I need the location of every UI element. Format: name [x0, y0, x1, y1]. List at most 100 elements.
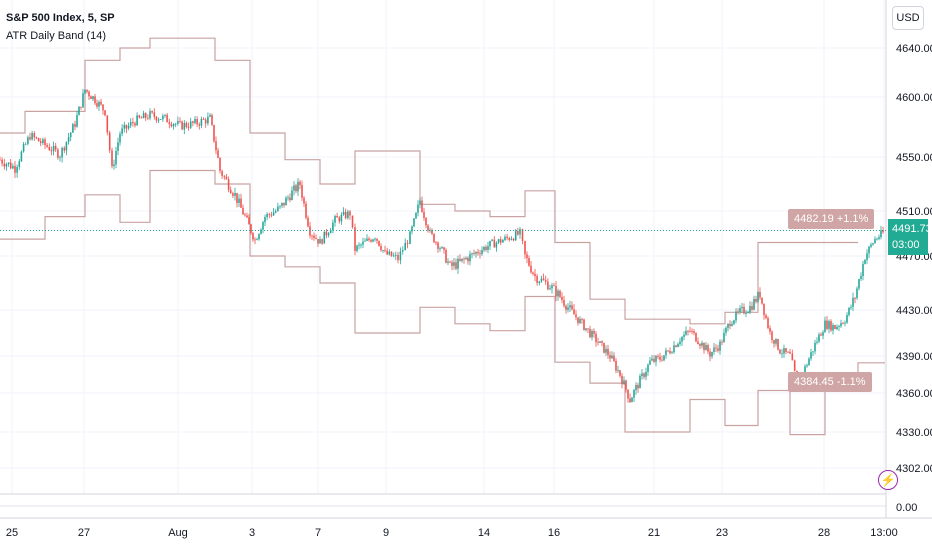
time-tick-label: 16	[548, 527, 560, 539]
candle-body	[477, 252, 479, 254]
candle-body	[808, 358, 810, 366]
candle-body	[655, 355, 657, 362]
candle-body	[653, 358, 655, 362]
candle-body	[264, 217, 266, 223]
candle-body	[573, 309, 575, 315]
candle-body	[78, 106, 80, 116]
time-tick-label: 9	[383, 527, 389, 539]
candle-body	[497, 239, 500, 243]
candle-body	[250, 224, 252, 234]
candle-body	[52, 146, 55, 152]
candle-body	[673, 345, 675, 353]
sub-pane-tick-label: 0.00	[896, 502, 917, 514]
candle-body	[223, 176, 226, 177]
candle-body	[475, 252, 477, 254]
candle-body	[59, 157, 61, 159]
candle-body	[463, 258, 465, 260]
candle-body	[213, 125, 215, 142]
candle-body	[132, 122, 134, 124]
candle-body	[532, 272, 534, 274]
candle-body	[297, 181, 299, 192]
candle-body	[159, 119, 162, 120]
candle-body	[198, 124, 201, 126]
candle-body	[425, 217, 427, 226]
candle-body	[613, 355, 615, 361]
candle-body	[340, 214, 343, 222]
candle-body	[569, 305, 571, 308]
candle-body	[457, 258, 459, 269]
candle-body	[187, 126, 190, 128]
candle-body	[872, 243, 874, 245]
candle-body	[18, 161, 21, 167]
candle-body	[575, 314, 577, 318]
candle-body	[467, 257, 469, 262]
candle-body	[427, 225, 429, 231]
candle-body	[194, 119, 196, 123]
candle-body	[80, 106, 82, 108]
candle-body	[850, 306, 852, 308]
candle-body	[92, 96, 94, 100]
candle-body	[667, 350, 669, 352]
candle-body	[421, 200, 423, 212]
candle-body	[615, 361, 617, 371]
candle-body	[508, 237, 511, 240]
candle-body	[336, 216, 338, 218]
candle-body	[248, 217, 250, 225]
candle-body	[283, 202, 285, 206]
candle-body	[125, 124, 128, 129]
chart-title: S&P 500 Index, 5, SP	[6, 12, 115, 24]
candle-body	[327, 233, 330, 236]
candle-body	[262, 222, 264, 230]
candle-body	[697, 341, 699, 344]
candle-body	[3, 163, 6, 167]
candle-body	[134, 123, 136, 126]
candle-body	[258, 234, 260, 240]
candle-body	[170, 124, 173, 127]
candle-body	[270, 214, 273, 216]
candle-body	[200, 119, 203, 126]
candle-body	[633, 390, 635, 398]
candle-body	[293, 185, 295, 191]
candle-body	[530, 265, 532, 273]
candle-body	[499, 239, 502, 243]
candle-body	[319, 239, 321, 244]
candle-body	[266, 214, 268, 217]
countdown: 03:00	[892, 239, 920, 251]
candle-body	[793, 360, 796, 371]
candle-body	[402, 250, 404, 252]
candle-body	[140, 117, 143, 119]
candle-body	[595, 333, 597, 343]
candle-body	[272, 212, 275, 216]
candle-body	[153, 112, 156, 117]
indicator-label[interactable]: ATR Daily Band (14)	[6, 30, 107, 42]
candle-body	[147, 117, 149, 119]
candle-body	[356, 245, 358, 251]
candle-body	[29, 137, 31, 140]
candle-body	[862, 263, 864, 276]
candle-body	[705, 345, 707, 351]
candle-body	[354, 227, 356, 251]
currency-button[interactable]: USD	[892, 6, 924, 30]
candle-body	[409, 231, 411, 244]
candle-body	[625, 380, 627, 390]
time-tick-label: 13:00	[870, 527, 898, 539]
candle-body	[115, 151, 117, 165]
candle-body	[289, 197, 291, 200]
candle-body	[358, 244, 360, 246]
candle-body	[619, 370, 621, 376]
candle-body	[699, 344, 701, 346]
candle-body	[510, 238, 513, 240]
candle-body	[90, 96, 92, 99]
candle-body	[366, 238, 368, 241]
candle-body	[347, 211, 349, 219]
candle-body	[725, 327, 727, 333]
candle-body	[677, 343, 679, 347]
candle-body	[229, 189, 232, 194]
candle-body	[20, 151, 23, 162]
candle-body	[715, 347, 717, 349]
candle-body	[219, 157, 221, 171]
candle-body	[433, 233, 435, 243]
candle-body	[388, 251, 391, 255]
lightning-icon[interactable]: ⚡	[878, 470, 898, 490]
